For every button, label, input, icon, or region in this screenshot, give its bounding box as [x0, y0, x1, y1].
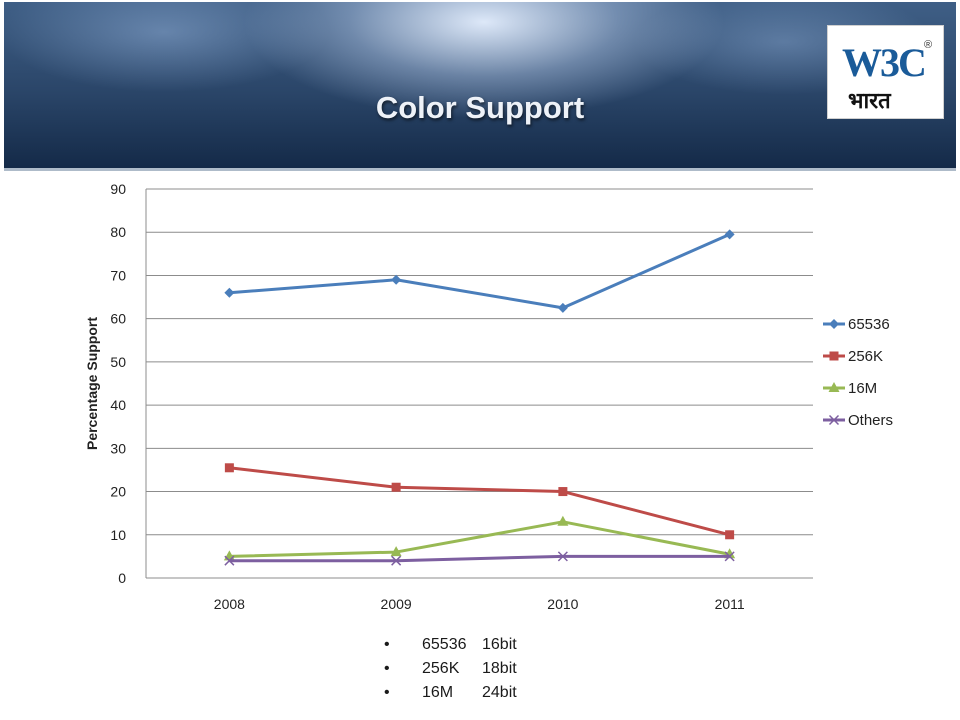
- list-item-value: 24bit: [482, 684, 517, 701]
- x-tick-label: 2010: [547, 596, 578, 612]
- list-item-value: 16bit: [482, 636, 517, 653]
- logo-text-main: W3C: [842, 40, 925, 85]
- y-tick-label: 90: [110, 181, 126, 197]
- list-item: 16M 24bit: [384, 681, 517, 705]
- data-point: [224, 463, 234, 473]
- data-point: [724, 551, 735, 562]
- x-tick-label: 2009: [381, 596, 412, 612]
- data-point: [391, 482, 401, 492]
- legend-marker: [829, 351, 839, 361]
- legend-entry: 65536: [848, 316, 890, 333]
- bit-depth-list: 65536 16bit 256K 18bit 16M 24bit: [384, 633, 517, 705]
- y-tick-label: 40: [110, 397, 126, 413]
- x-tick-label: 2008: [214, 596, 245, 612]
- slide-title: Color Support: [375, 90, 585, 125]
- legend-entry: 16M: [848, 380, 877, 397]
- data-point: [557, 515, 569, 526]
- data-point: [557, 302, 568, 313]
- data-point: [390, 546, 402, 557]
- series-line-others: [229, 554, 730, 563]
- list-item-key: 256K: [422, 660, 460, 677]
- title-banner: [4, 2, 956, 171]
- data-point: [224, 287, 235, 298]
- data-point: [391, 274, 402, 285]
- list-item-key: 16M: [422, 684, 454, 701]
- data-point: [724, 229, 735, 240]
- y-tick-label: 20: [110, 484, 126, 500]
- data-point: [725, 530, 735, 540]
- series-line-65536: [229, 233, 731, 310]
- logo-mark: ®: [924, 39, 932, 51]
- logo-text-sub: भारत: [848, 89, 892, 114]
- y-tick-label: 50: [110, 354, 126, 370]
- y-tick-label: 70: [110, 267, 126, 283]
- data-point: [557, 551, 568, 562]
- list-item-key: 65536: [422, 636, 467, 653]
- legend-marker: [828, 382, 840, 392]
- series-line-16m: [229, 520, 730, 558]
- y-tick-label: 10: [110, 527, 126, 543]
- color-support-chart: 0 10 20 30 40 50 60 70 80 90 2008 2009 2010 2011 Perce…: [0, 170, 960, 620]
- legend-marker: [828, 414, 840, 426]
- series-line-256k: [229, 466, 731, 537]
- list-item: 65536 16bit: [384, 633, 517, 657]
- list-item: 256K 18bit: [384, 657, 517, 681]
- list-item-value: 18bit: [482, 660, 517, 677]
- data-point: [391, 555, 402, 566]
- legend-marker: [829, 319, 839, 329]
- w3c-india-logo: W3C ® भारत: [827, 25, 944, 119]
- y-tick-label: 0: [118, 570, 126, 586]
- legend-entry: 256K: [848, 348, 883, 365]
- legend-entry: Others: [848, 412, 893, 429]
- line-chart-svg: 0 10 20 30 40 50 60 70 80 90 2008 2009 2010 2011 Perce…: [84, 181, 893, 612]
- y-tick-label: 30: [110, 440, 126, 456]
- y-tick-label: 80: [110, 224, 126, 240]
- data-point: [558, 487, 568, 497]
- y-axis-label: Percentage Support: [84, 317, 100, 450]
- y-tick-label: 60: [110, 311, 126, 327]
- x-tick-label: 2011: [715, 596, 745, 612]
- data-point: [224, 555, 235, 566]
